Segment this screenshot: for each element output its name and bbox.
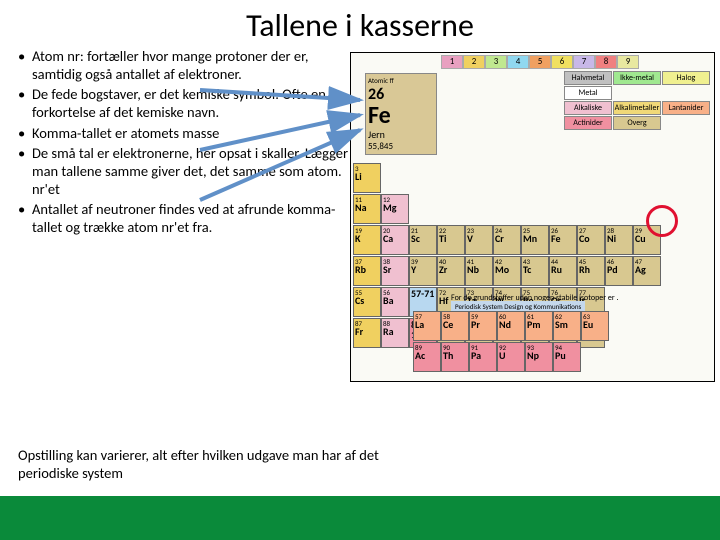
element-cell: 43Tc <box>521 256 549 286</box>
element-cell: 28Ni <box>605 225 633 255</box>
element-cell: 47Ag <box>633 256 661 286</box>
element-cell: 62Sm <box>553 311 581 341</box>
group-header: 8 <box>595 55 617 69</box>
periodic-table-image: 123456789 Atomic ff 26 Fe Jern 55,845 Ha… <box>350 52 715 382</box>
legend-cell: Alkaliske <box>564 101 612 115</box>
legend-cell: Metal <box>564 86 612 100</box>
legend-cell: Halvmetal <box>564 71 612 85</box>
lanthanide-row: 57La58Ce59Pr60Nd61Pm62Sm63Eu 89Ac90Th91Pa… <box>353 311 609 373</box>
element-cell: 90Th <box>441 342 469 372</box>
element-cell: 23V <box>465 225 493 255</box>
element-cell: 27Co <box>577 225 605 255</box>
legend-cell: Ikke-metal <box>613 71 661 85</box>
element-cell: 59Pr <box>469 311 497 341</box>
element-cell: 63Eu <box>581 311 609 341</box>
highlight-circle-icon <box>646 205 678 237</box>
legend-cell: Actinider <box>564 116 612 130</box>
element-cell: 39Y <box>409 256 437 286</box>
bullet-item: Atom nr: fortæller hvor mange protoner d… <box>18 47 358 83</box>
element-cell: 92U <box>497 342 525 372</box>
element-cell: 60Nd <box>497 311 525 341</box>
element-cell: 45Rh <box>577 256 605 286</box>
group-header: 1 <box>441 55 463 69</box>
element-cell: 58Ce <box>441 311 469 341</box>
element-cell: 57La <box>413 311 441 341</box>
element-cell: 42Mo <box>493 256 521 286</box>
element-cell: 25Mn <box>521 225 549 255</box>
legend-cell: Overg <box>613 116 661 130</box>
legend-cell: Lantanider <box>662 101 710 115</box>
group-header: 2 <box>463 55 485 69</box>
legend-cell: Alkalimetaller <box>613 101 661 115</box>
element-cell: 22Ti <box>437 225 465 255</box>
element-cell: 91Pa <box>469 342 497 372</box>
group-header: 4 <box>507 55 529 69</box>
legend-cell: Halog <box>662 71 710 85</box>
element-cell: 94Pu <box>553 342 581 372</box>
group-headers: 123456789 <box>441 55 639 69</box>
element-cell: 46Pd <box>605 256 633 286</box>
element-cell: 61Pm <box>525 311 553 341</box>
slide-title: Tallene i kasserne <box>0 0 720 47</box>
element-cell: 40Zr <box>437 256 465 286</box>
arrow-icon <box>200 80 400 265</box>
footer-note: Opstilling kan varierer, alt efter hvilk… <box>18 446 398 482</box>
element-cell: 24Cr <box>493 225 521 255</box>
element-cell: 26Fe <box>549 225 577 255</box>
legend: HalvmetalIkke-metalHalog MetalAlkaliskeAl… <box>563 71 710 131</box>
group-header: 3 <box>485 55 507 69</box>
footer-bar <box>0 496 720 540</box>
element-cell: 41Nb <box>465 256 493 286</box>
element-cell: 89Ac <box>413 342 441 372</box>
element-cell: 21Sc <box>409 225 437 255</box>
element-cell: 44Ru <box>549 256 577 286</box>
element-cell: 93Np <box>525 342 553 372</box>
group-header: 6 <box>551 55 573 69</box>
group-header: 7 <box>573 55 595 69</box>
group-header: 5 <box>529 55 551 69</box>
group-header: 9 <box>617 55 639 69</box>
